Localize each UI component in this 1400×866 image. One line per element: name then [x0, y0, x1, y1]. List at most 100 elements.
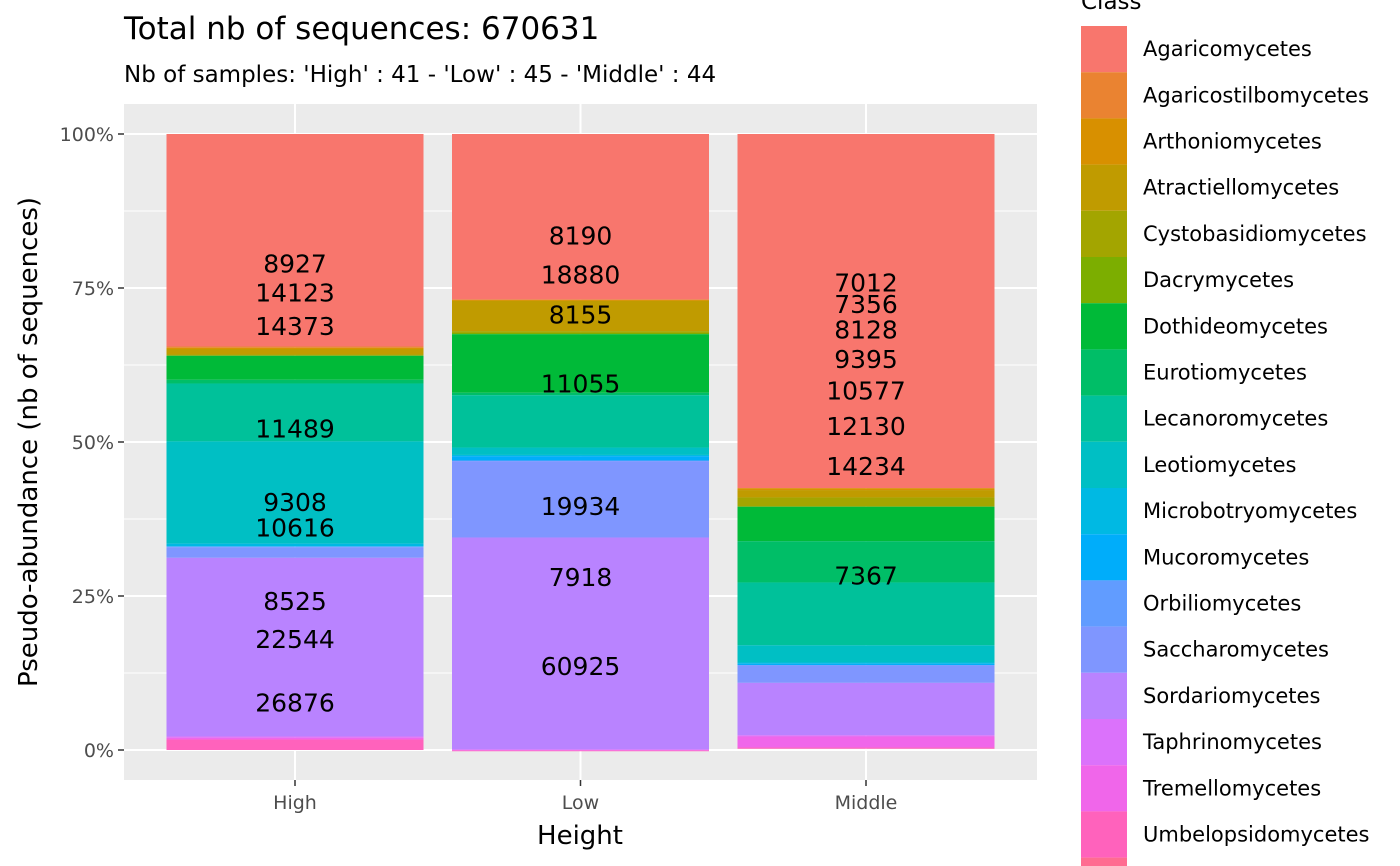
legend-label: Atractiellomycetes: [1143, 176, 1339, 200]
legend-key: [1081, 580, 1127, 627]
data-label: 9308: [263, 488, 327, 517]
bar-segment: [452, 134, 709, 300]
bar-segment: [452, 454, 709, 457]
legend-label: Agaricomycetes: [1143, 37, 1312, 61]
bar-segment: [737, 488, 995, 491]
y-tick-label: 100%: [60, 124, 114, 146]
legend-key: [1081, 395, 1127, 442]
bar-segment: [737, 747, 995, 749]
legend: Class Agaricomycetes Agaricostilbomycetes…: [1081, 0, 1370, 866]
bar-segment: [737, 497, 995, 507]
legend-label: Taphrinomycetes: [1142, 730, 1322, 754]
data-label: 9395: [834, 345, 898, 374]
legend-label: Dacrymycetes: [1143, 268, 1294, 292]
data-label: 8128: [834, 315, 898, 344]
bar-segment: [452, 300, 709, 332]
bar-segment: [737, 662, 995, 664]
y-tick-label: 75%: [72, 278, 114, 300]
legend-label: Agaricostilbomycetes: [1143, 83, 1369, 107]
bar-segment: [737, 736, 995, 748]
bar-segment: [166, 347, 424, 349]
data-label: 19934: [541, 492, 621, 521]
legend-label: Arthoniomycetes: [1143, 130, 1322, 154]
legend-key: [1081, 857, 1127, 866]
data-label: 7367: [834, 562, 898, 591]
legend-key: [1081, 26, 1127, 73]
bar-segment: [452, 392, 709, 396]
bar-segment: [737, 645, 995, 663]
bar-segment: [166, 739, 424, 750]
y-tick-label: 50%: [72, 432, 114, 454]
data-label: 14123: [255, 278, 335, 307]
legend-key: [1081, 210, 1127, 257]
chart-title: Total nb of sequences: 670631: [123, 11, 599, 47]
legend-key: [1081, 303, 1127, 350]
bar-segment: [452, 750, 709, 751]
legend-label: Umbelopsidomycetes: [1143, 823, 1370, 847]
data-label: 22544: [255, 625, 335, 654]
legend-label: Cystobasidiomycetes: [1143, 222, 1367, 246]
legend-key: [1081, 719, 1127, 766]
data-label: 18880: [541, 260, 621, 289]
bar-segment: [166, 355, 424, 380]
chart-subtitle: Nb of samples: 'High' : 41 - 'Low' : 45 …: [124, 62, 716, 88]
bar-segment: [166, 383, 424, 442]
bar-segment: [452, 395, 709, 448]
bar-segment: [452, 332, 709, 335]
bars-group: [166, 134, 995, 752]
legend-label: Eurotiomycetes: [1143, 361, 1307, 385]
legend-title: Class: [1081, 0, 1142, 15]
data-label: 8927: [263, 249, 327, 278]
x-axis: High Low Middle: [273, 780, 897, 814]
bar-segment: [166, 737, 424, 740]
bar-segment: [166, 379, 424, 384]
bar-segment: [737, 664, 995, 666]
bar-segment: [166, 546, 424, 548]
data-label: 14234: [826, 452, 906, 481]
legend-key: [1081, 672, 1127, 719]
bar-segment: [452, 750, 709, 752]
bar-segment: [737, 134, 995, 489]
bar-segment: [737, 490, 995, 498]
legend-key: [1081, 118, 1127, 165]
data-label: 11489: [255, 414, 335, 443]
bar-segment: [166, 441, 424, 544]
bar-segment: [737, 665, 995, 683]
legend-key: [1081, 765, 1127, 812]
data-label: 10616: [255, 514, 335, 543]
data-label: 12130: [826, 412, 906, 441]
bar-segment: [737, 735, 995, 737]
bar-segment: [166, 348, 424, 355]
legend-label: Tremellomycetes: [1142, 776, 1321, 800]
legend-key: [1081, 488, 1127, 535]
bar-segment: [452, 331, 709, 333]
bar-segment: [166, 546, 424, 547]
bar-segment: [452, 447, 709, 455]
bar-segment: [452, 749, 709, 750]
bar-segment: [452, 334, 709, 393]
y-axis-title: Pseudo-abundance (nb of sequences): [14, 197, 44, 687]
x-tick-label: Middle: [835, 792, 898, 814]
y-axis: 0% 25% 50% 75% 100%: [60, 124, 124, 762]
bar-segment: [737, 541, 995, 583]
legend-label: Sordariomycetes: [1143, 684, 1320, 708]
legend-label: Mucoromycetes: [1143, 545, 1309, 569]
bar-segment: [166, 557, 424, 737]
bar-segment: [166, 346, 424, 348]
data-label: 7356: [834, 290, 898, 319]
legend-key: [1081, 811, 1127, 858]
bar-segment: [452, 299, 709, 301]
bar-segment: [737, 506, 995, 542]
legend-label: Microbotryomycetes: [1143, 499, 1357, 523]
bar-segment: [452, 537, 709, 750]
data-label: 60925: [541, 652, 621, 681]
legend-key: [1081, 257, 1127, 304]
bar-segment: [452, 456, 709, 461]
y-tick-label: 25%: [72, 586, 114, 608]
data-label: 7918: [549, 563, 613, 592]
data-label: 8525: [263, 587, 327, 616]
bar-segment: [166, 547, 424, 558]
data-label: 10577: [826, 376, 906, 405]
data-label: 11055: [541, 369, 621, 398]
